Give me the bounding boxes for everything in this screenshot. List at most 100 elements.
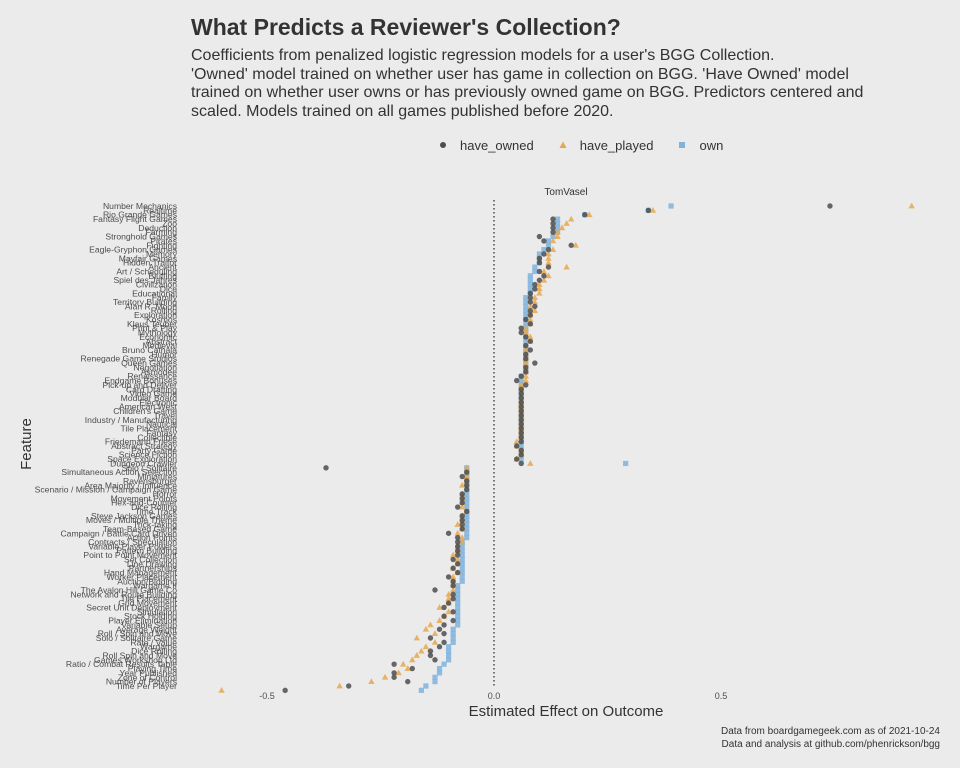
x-axis-ticks: -0.5 0.0 0.5 — [259, 691, 727, 701]
chart-title: What Predicts a Reviewer's Collection? — [191, 14, 621, 40]
point-own — [550, 233, 556, 240]
feature-label: Point to Point Movement — [83, 550, 177, 560]
feature-label: Simultaneous Action Selection — [61, 467, 177, 477]
point-have-owned — [827, 203, 833, 209]
feature-label: Fantasy — [146, 428, 177, 438]
feature-label: Children's Game — [113, 406, 177, 416]
point-have-played — [522, 329, 529, 335]
point-have-owned — [536, 260, 543, 266]
point-have-owned — [523, 342, 529, 349]
feature-label: Time Track — [135, 506, 178, 516]
point-have-owned — [527, 338, 534, 344]
point-have-owned — [541, 273, 547, 279]
point-have-owned — [454, 548, 461, 554]
feature-label: Miniatures — [137, 472, 177, 482]
point-own — [450, 631, 456, 637]
point-have-owned — [450, 556, 456, 563]
feature-label: Eagle-Gryphon Games — [89, 245, 177, 255]
feature-label: Moves / Multiple Theme — [86, 515, 177, 525]
point-have-played — [527, 333, 534, 340]
feature-label: Ravensburger — [123, 476, 177, 486]
point-have-played — [513, 438, 520, 445]
point-own — [518, 377, 524, 384]
point-have-owned — [441, 630, 447, 637]
feature-label: Stronghold Games — [105, 232, 177, 242]
point-have-played — [445, 595, 452, 602]
point-have-owned — [436, 626, 443, 632]
feature-label: Electronic — [139, 397, 177, 407]
feature-label: Dice Rolling — [131, 646, 177, 656]
feature-label: Zone of Control — [118, 672, 177, 682]
point-own — [459, 578, 465, 584]
feature-label: Solo / Solitaire Game — [96, 633, 177, 643]
point-own — [459, 574, 465, 580]
point-have-owned — [391, 661, 397, 667]
point-have-played — [545, 259, 552, 266]
point-own — [554, 225, 561, 231]
point-have-owned — [532, 303, 538, 310]
point-own — [455, 587, 461, 593]
caption-line: Data from boardgamegeek.com as of 2021-1… — [720, 726, 940, 737]
point-have-owned — [523, 334, 529, 340]
point-own — [450, 626, 456, 632]
point-have-played — [463, 473, 470, 479]
point-own — [527, 286, 533, 292]
feature-label: Fighting — [146, 240, 177, 250]
point-have-played — [545, 254, 552, 261]
feature-label: Time Per Player — [116, 681, 177, 691]
feature-label: Alan R. Moon — [125, 301, 177, 311]
legend-label-own: own — [699, 137, 724, 153]
feature-label: Rolling — [151, 306, 177, 316]
point-have-owned — [450, 565, 456, 571]
feature-label: Video Game — [129, 389, 177, 399]
point-have-owned — [536, 277, 543, 283]
point-have-owned — [518, 329, 524, 336]
point-have-owned — [454, 552, 461, 558]
point-have-played — [554, 233, 561, 239]
point-have-played — [527, 302, 534, 309]
point-have-played — [572, 241, 579, 248]
feature-label: Industry / Manufacturing — [85, 415, 177, 425]
point-have-owned — [532, 286, 538, 292]
point-have-owned — [464, 469, 470, 475]
point-have-owned — [541, 251, 547, 257]
point-have-owned — [527, 299, 534, 305]
point-own — [464, 500, 470, 506]
legend-item-own: own — [675, 138, 723, 153]
feature-label: Asmodee — [141, 367, 178, 377]
point-have-owned — [450, 609, 456, 615]
point-have-owned — [550, 229, 556, 235]
legend-item-have-played: have_played — [556, 138, 653, 153]
point-own — [532, 268, 538, 275]
point-have-played — [563, 220, 570, 226]
feature-label: Farming — [145, 227, 177, 237]
point-have-played — [567, 215, 575, 222]
point-own — [545, 238, 552, 244]
point-have-played — [436, 617, 443, 623]
point-have-played — [381, 673, 389, 680]
point-have-owned — [427, 652, 434, 659]
point-own — [545, 242, 552, 248]
feature-label: Year Published — [120, 668, 178, 678]
feature-label: Roll Spin and Move — [102, 650, 177, 660]
data-points — [218, 202, 915, 694]
point-have-owned — [518, 399, 524, 406]
feature-label: Pirates — [150, 236, 177, 246]
point-have-owned — [450, 596, 456, 602]
point-own — [446, 657, 452, 663]
point-have-played — [336, 682, 343, 689]
feature-label: Worker Placement — [106, 572, 177, 582]
feature-label: Party Game — [131, 445, 177, 455]
feature-label: Modular Board — [121, 393, 178, 403]
point-have-owned — [459, 473, 465, 480]
feature-label: Deduction — [138, 223, 177, 233]
point-have-owned — [346, 683, 352, 689]
point-have-owned — [441, 639, 447, 646]
feature-label: Solo / Solitaire — [122, 463, 178, 473]
point-have-played — [427, 621, 434, 628]
point-have-played — [518, 381, 525, 388]
point-have-played — [554, 228, 561, 235]
feature-label: Area Majority / Influence — [84, 480, 177, 490]
point-own — [455, 613, 461, 619]
feature-label: Stock Holding — [124, 611, 177, 621]
